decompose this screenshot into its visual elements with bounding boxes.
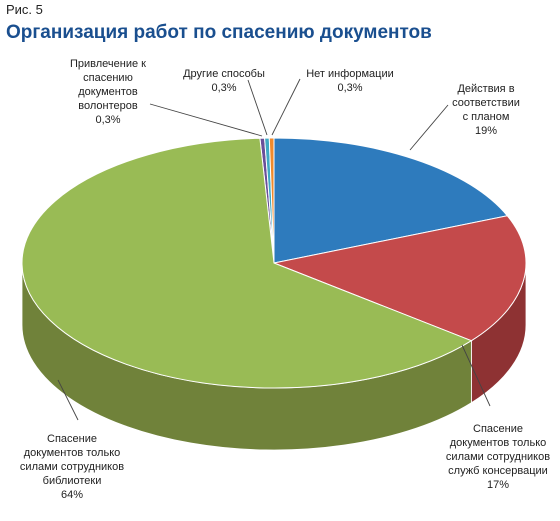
- pie-slice-2: [21, 137, 473, 389]
- slice-label-4: Другие способы 0,3%: [183, 68, 265, 94]
- slice-value-5: 0,3%: [337, 82, 362, 94]
- slice-value-2: 64%: [61, 489, 83, 501]
- leader-line-4: [247, 79, 268, 136]
- chart-title: Организация работ по спасению документов: [6, 22, 432, 43]
- slice-label-2: Спасение документов только силами сотрудни…: [20, 433, 124, 501]
- slice-value-3: 0,3%: [95, 114, 120, 126]
- leader-line-3: [149, 103, 263, 137]
- slice-value-1: 17%: [487, 479, 509, 491]
- figure-label: Рис. 5: [6, 2, 43, 17]
- leader-line-1: [461, 344, 491, 407]
- pie-tops: [21, 137, 527, 389]
- slice-labels: Действия в соответствии с планом 19% Спасени…: [20, 58, 550, 501]
- slice-label-5: Нет информации 0,3%: [306, 68, 394, 94]
- slice-value-0: 19%: [475, 125, 497, 137]
- slice-label-0: Действия в соответствии с планом 19%: [452, 83, 520, 137]
- leader-line-5: [271, 78, 301, 136]
- slice-value-4: 0,3%: [211, 82, 236, 94]
- leader-line-0: [409, 104, 449, 151]
- pie-slice-0: [273, 137, 509, 264]
- pie-slice-1: [272, 215, 527, 342]
- leader-lines: [57, 78, 491, 421]
- slice-label-1: Спасение документов только силами сотрудни…: [446, 423, 550, 491]
- slice-label-3: Привлечение к спасению документов волонтеро…: [70, 58, 146, 126]
- leader-line-2: [57, 379, 79, 421]
